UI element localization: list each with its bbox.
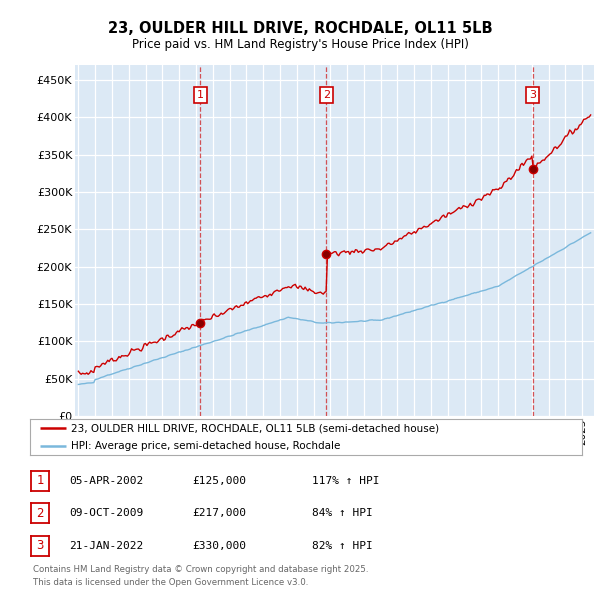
Text: 117% ↑ HPI: 117% ↑ HPI bbox=[312, 476, 380, 486]
Text: 3: 3 bbox=[529, 90, 536, 100]
Text: £330,000: £330,000 bbox=[192, 541, 246, 550]
Text: £125,000: £125,000 bbox=[192, 476, 246, 486]
Text: 84% ↑ HPI: 84% ↑ HPI bbox=[312, 509, 373, 518]
Text: £217,000: £217,000 bbox=[192, 509, 246, 518]
Text: 09-OCT-2009: 09-OCT-2009 bbox=[69, 509, 143, 518]
Text: 3: 3 bbox=[37, 539, 44, 552]
Text: 1: 1 bbox=[37, 474, 44, 487]
Text: 2: 2 bbox=[323, 90, 330, 100]
Text: Contains HM Land Registry data © Crown copyright and database right 2025.
This d: Contains HM Land Registry data © Crown c… bbox=[33, 565, 368, 587]
Text: 1: 1 bbox=[197, 90, 204, 100]
Text: Price paid vs. HM Land Registry's House Price Index (HPI): Price paid vs. HM Land Registry's House … bbox=[131, 38, 469, 51]
Text: 2: 2 bbox=[37, 507, 44, 520]
Text: 23, OULDER HILL DRIVE, ROCHDALE, OL11 5LB (semi-detached house): 23, OULDER HILL DRIVE, ROCHDALE, OL11 5L… bbox=[71, 423, 440, 433]
Text: 23, OULDER HILL DRIVE, ROCHDALE, OL11 5LB: 23, OULDER HILL DRIVE, ROCHDALE, OL11 5L… bbox=[107, 21, 493, 36]
Text: 05-APR-2002: 05-APR-2002 bbox=[69, 476, 143, 486]
Text: 21-JAN-2022: 21-JAN-2022 bbox=[69, 541, 143, 550]
Text: HPI: Average price, semi-detached house, Rochdale: HPI: Average price, semi-detached house,… bbox=[71, 441, 341, 451]
Text: 82% ↑ HPI: 82% ↑ HPI bbox=[312, 541, 373, 550]
